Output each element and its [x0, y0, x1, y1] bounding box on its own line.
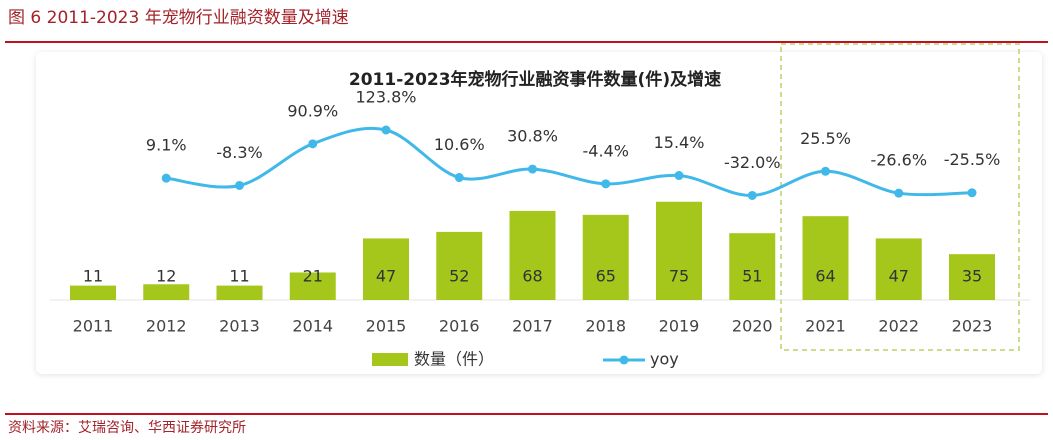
yoy-label: 25.5%: [800, 129, 851, 148]
bar: [143, 284, 190, 300]
bar: [509, 210, 556, 300]
plot: 11 2011 12 2012 11 2013 21 2014 47 2015 52 2016 68 20…: [50, 88, 1030, 369]
yoy-point: [601, 179, 611, 189]
yoy-point: [674, 171, 684, 181]
legend-marker: [619, 355, 629, 365]
bar: [656, 201, 702, 300]
x-tick-label: 2014: [292, 317, 333, 336]
legend-swatch: [372, 353, 408, 366]
yoy-point: [454, 173, 464, 183]
bar-label: 65: [596, 267, 616, 286]
x-tick-label: 2023: [952, 317, 993, 336]
yoy-label: -26.6%: [870, 151, 927, 170]
bar: [802, 216, 849, 300]
legend-label: 数量（件）: [414, 350, 494, 369]
bar-label: 12: [156, 267, 176, 286]
yoy-label: 123.8%: [355, 88, 416, 107]
x-tick-label: 2011: [73, 317, 114, 336]
yoy-point: [235, 180, 244, 190]
bar-label: 68: [522, 267, 542, 286]
yoy-label: -25.5%: [944, 150, 1001, 169]
legend-label: yoy: [650, 350, 679, 369]
bar: [70, 285, 116, 300]
bar: [582, 214, 629, 300]
yoy-point: [967, 188, 977, 198]
x-tick-label: 2016: [439, 317, 480, 336]
yoy-point: [821, 166, 830, 176]
highlight-box: [780, 43, 1020, 351]
bar-label: 11: [83, 267, 103, 286]
x-tick-label: 2022: [878, 317, 919, 336]
bar-label: 21: [303, 267, 323, 286]
bar-label: 52: [449, 267, 469, 286]
x-tick-label: 2012: [146, 317, 187, 336]
source: 资料来源：艾瑞咨询、华西证券研究所: [8, 420, 246, 436]
bar: [216, 285, 263, 300]
bar-label: 47: [376, 267, 396, 286]
yoy-label: 9.1%: [146, 136, 187, 155]
x-tick-label: 2021: [805, 317, 846, 336]
yoy-label: 90.9%: [287, 101, 338, 120]
yoy-point: [308, 139, 318, 149]
bar: [289, 272, 336, 300]
bar-label: 47: [889, 267, 909, 286]
bar-label: 75: [669, 267, 689, 286]
bar-label: 35: [962, 267, 982, 286]
yoy-label: 10.6%: [434, 135, 485, 154]
x-tick-label: 2017: [512, 317, 553, 336]
yoy-label: 15.4%: [654, 133, 705, 152]
bar: [729, 233, 776, 300]
bar-label: 51: [742, 267, 762, 286]
yoy-point: [528, 164, 537, 174]
x-tick-label: 2015: [366, 317, 407, 336]
page-title: 图 6 2011-2023 年宠物行业融资数量及增速: [8, 8, 349, 28]
yoy-point: [894, 188, 904, 198]
bar: [949, 254, 995, 300]
bar: [436, 231, 483, 300]
yoy-label: -32.0%: [724, 153, 781, 172]
yoy-point: [161, 173, 171, 183]
yoy-label: -4.4%: [583, 141, 629, 160]
yoy-label: -8.3%: [216, 143, 262, 162]
yoy-point: [747, 190, 757, 200]
yoy-point: [381, 125, 391, 135]
chart-title: 2011-2023年宠物行业融资事件数量(件)及增速: [349, 69, 721, 90]
bar: [875, 238, 922, 300]
x-tick-label: 2020: [732, 317, 773, 336]
bar: [363, 238, 409, 300]
x-tick-label: 2018: [585, 317, 626, 336]
x-tick-label: 2019: [659, 317, 700, 336]
bar-label: 64: [815, 267, 835, 286]
bar-label: 11: [229, 267, 249, 286]
yoy-label: 30.8%: [507, 127, 558, 146]
x-tick-label: 2013: [219, 317, 260, 336]
